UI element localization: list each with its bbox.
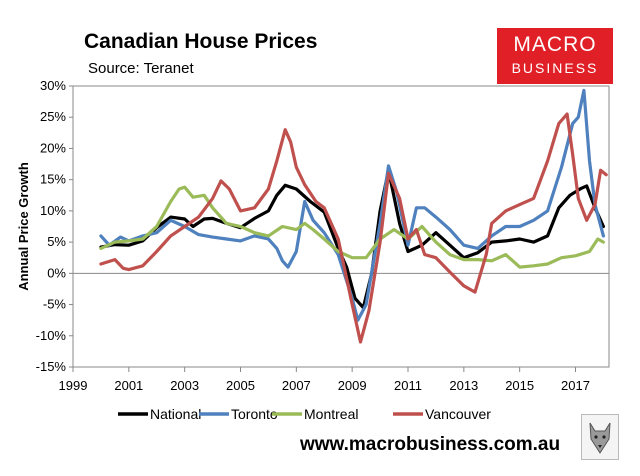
y-tick-label: -5%: [43, 297, 67, 312]
y-tick-label: 30%: [40, 78, 66, 93]
y-tick-label: 15%: [40, 172, 66, 187]
y-axis-label: Annual Price Growth: [16, 162, 31, 291]
legend-label-toronto: Toronto: [231, 406, 278, 422]
x-tick-label: 2009: [338, 378, 367, 393]
plot-area: [72, 85, 610, 368]
x-tick-label: 2015: [505, 378, 534, 393]
logo-line-macro: MACRO: [513, 33, 597, 56]
legend-label-national: National: [150, 406, 201, 422]
series-line-montreal: [99, 185, 606, 269]
x-tick-label: 2017: [561, 378, 590, 393]
x-tick-label: 2007: [282, 378, 311, 393]
y-tick-label: -10%: [36, 328, 67, 343]
series-line-toronto: [99, 88, 606, 322]
y-tick-label: 5%: [47, 234, 66, 249]
logo-line-business: BUSINESS: [511, 60, 599, 76]
x-tick-label: 2005: [226, 378, 255, 393]
page-subtitle: Source: Teranet: [88, 60, 194, 77]
wolf-mascot-image: [581, 414, 619, 460]
y-tick-label: 10%: [40, 203, 66, 218]
x-tick-label: 2001: [114, 378, 143, 393]
wolf-icon: [589, 422, 611, 454]
y-tick-label: -15%: [36, 359, 67, 374]
brand-logo: MACRO BUSINESS: [497, 28, 613, 84]
series-line-vancouver: [99, 112, 608, 344]
y-tick-label: 20%: [40, 140, 66, 155]
y-tick-label: 0%: [47, 265, 66, 280]
legend-label-montreal: Montreal: [304, 406, 358, 422]
website-url: www.macrobusiness.com.au: [300, 434, 561, 455]
legend-label-vancouver: Vancouver: [425, 406, 491, 422]
x-tick-label: 2011: [394, 378, 422, 393]
x-tick-label: 2013: [449, 378, 478, 393]
y-tick-label: 25%: [40, 109, 66, 124]
series-line-national: [99, 168, 606, 310]
page-title: Canadian House Prices: [84, 30, 318, 53]
x-tick-label: 1999: [59, 378, 88, 393]
x-tick-label: 2003: [170, 378, 199, 393]
